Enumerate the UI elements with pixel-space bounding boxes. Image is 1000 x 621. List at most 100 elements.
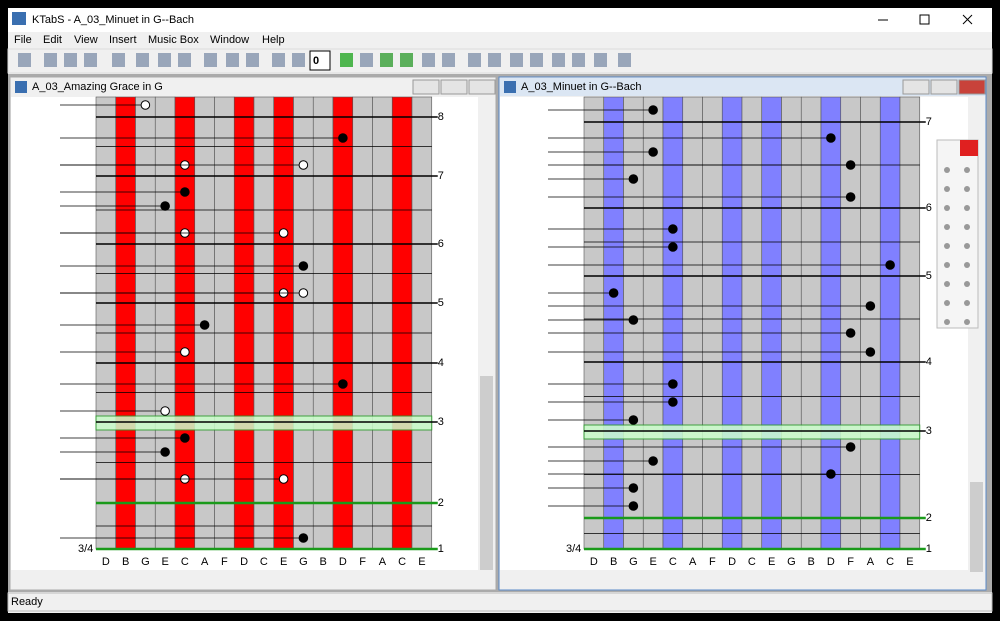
menu-item[interactable]: Help — [262, 34, 285, 46]
tine-label: C — [669, 556, 677, 568]
document-control[interactable] — [958, 79, 986, 95]
note — [628, 174, 639, 184]
scroll-thumb[interactable] — [480, 376, 493, 570]
note — [180, 187, 190, 197]
tine-label: C — [181, 556, 189, 568]
measure-number: 3 — [926, 425, 932, 437]
palette-note[interactable] — [944, 281, 950, 287]
tine-label: C — [886, 556, 894, 568]
toolbar-button[interactable] — [422, 53, 435, 67]
toolbar-button[interactable] — [618, 53, 631, 67]
document-control[interactable] — [412, 79, 440, 95]
window-title: KTabS - A_03_Minuet in G--Bach — [32, 14, 194, 26]
menu-item[interactable]: Edit — [43, 34, 62, 46]
toolbar-button[interactable] — [246, 53, 259, 67]
tine-label: A — [867, 556, 875, 568]
toolbar-button[interactable] — [488, 53, 501, 67]
note-palette — [936, 139, 979, 329]
palette-note[interactable] — [964, 243, 970, 249]
palette-note[interactable] — [964, 281, 970, 287]
note — [826, 469, 836, 479]
toolbar-button[interactable] — [530, 53, 543, 67]
palette-note[interactable] — [964, 205, 970, 211]
palette-note[interactable] — [944, 186, 950, 192]
palette-note[interactable] — [944, 243, 950, 249]
toolbar-button[interactable] — [510, 53, 523, 67]
toolbar-button[interactable] — [380, 53, 393, 67]
menu-item[interactable]: View — [74, 34, 98, 46]
note — [160, 406, 170, 416]
palette-note[interactable] — [964, 186, 970, 192]
tine-label: D — [102, 556, 110, 568]
menu-item[interactable]: Music Box — [148, 34, 199, 46]
maximize-button[interactable] — [919, 14, 930, 25]
document-title-bar — [11, 78, 495, 96]
measure-number: 7 — [926, 116, 932, 128]
note — [338, 133, 348, 143]
toolbar-button[interactable] — [44, 53, 57, 67]
counter-box — [309, 50, 331, 71]
measure-number: 1 — [438, 543, 444, 555]
close-button[interactable] — [962, 14, 973, 25]
toolbar-button[interactable] — [468, 53, 481, 67]
palette-note[interactable] — [964, 300, 970, 306]
measure-number: 2 — [438, 497, 444, 509]
menu-item[interactable]: File — [14, 34, 32, 46]
toolbar-button[interactable] — [84, 53, 97, 67]
palette-note[interactable] — [964, 319, 970, 325]
palette-note[interactable] — [944, 205, 950, 211]
tine-label: D — [590, 556, 598, 568]
document-title-bar — [500, 78, 985, 96]
note — [338, 379, 348, 389]
note — [160, 201, 170, 211]
h-scrollbar — [11, 571, 478, 587]
document-control[interactable] — [468, 79, 496, 95]
toolbar-button[interactable] — [18, 53, 31, 67]
scroll-thumb[interactable] — [970, 482, 983, 572]
document-control[interactable] — [930, 79, 958, 95]
toolbar-button[interactable] — [112, 53, 125, 67]
toolbar-button[interactable] — [204, 53, 217, 67]
toolbar-button[interactable] — [158, 53, 171, 67]
note — [298, 533, 309, 543]
palette-note[interactable] — [944, 224, 950, 230]
document-control[interactable] — [902, 79, 930, 95]
toolbar-button[interactable] — [552, 53, 565, 67]
toolbar-button[interactable] — [340, 53, 353, 67]
toolbar-button[interactable] — [594, 53, 607, 67]
toolbar-button[interactable] — [442, 53, 455, 67]
tine-label: G — [299, 556, 308, 568]
time-signature: 3/4 — [78, 543, 93, 555]
palette-close[interactable] — [960, 140, 978, 156]
toolbar-button[interactable] — [400, 53, 413, 67]
palette-note[interactable] — [964, 167, 970, 173]
toolbar-button[interactable] — [572, 53, 585, 67]
tine — [391, 96, 413, 550]
tine-label: C — [748, 556, 756, 568]
note — [668, 242, 678, 252]
toolbar-button[interactable] — [292, 53, 305, 67]
toolbar-button[interactable] — [64, 53, 77, 67]
measure-number: 6 — [438, 238, 444, 250]
document-control[interactable] — [440, 79, 468, 95]
toolbar-button[interactable] — [272, 53, 285, 67]
menu-item[interactable]: Insert — [109, 34, 137, 46]
toolbar-button[interactable] — [136, 53, 149, 67]
toolbar-button[interactable] — [360, 53, 373, 67]
tine-label: E — [768, 556, 775, 568]
note — [648, 147, 658, 157]
toolbar-button[interactable] — [178, 53, 191, 67]
toolbar-button[interactable] — [226, 53, 239, 67]
tine-label: A — [689, 556, 697, 568]
palette-note[interactable] — [944, 319, 950, 325]
status-bar — [7, 592, 993, 612]
palette-note[interactable] — [944, 167, 950, 173]
palette-note[interactable] — [964, 262, 970, 268]
document-icon — [504, 81, 516, 93]
tine-label: D — [728, 556, 736, 568]
menu-item[interactable]: Window — [210, 34, 249, 46]
palette-note[interactable] — [944, 262, 950, 268]
palette-note[interactable] — [944, 300, 950, 306]
palette-note[interactable] — [964, 224, 970, 230]
